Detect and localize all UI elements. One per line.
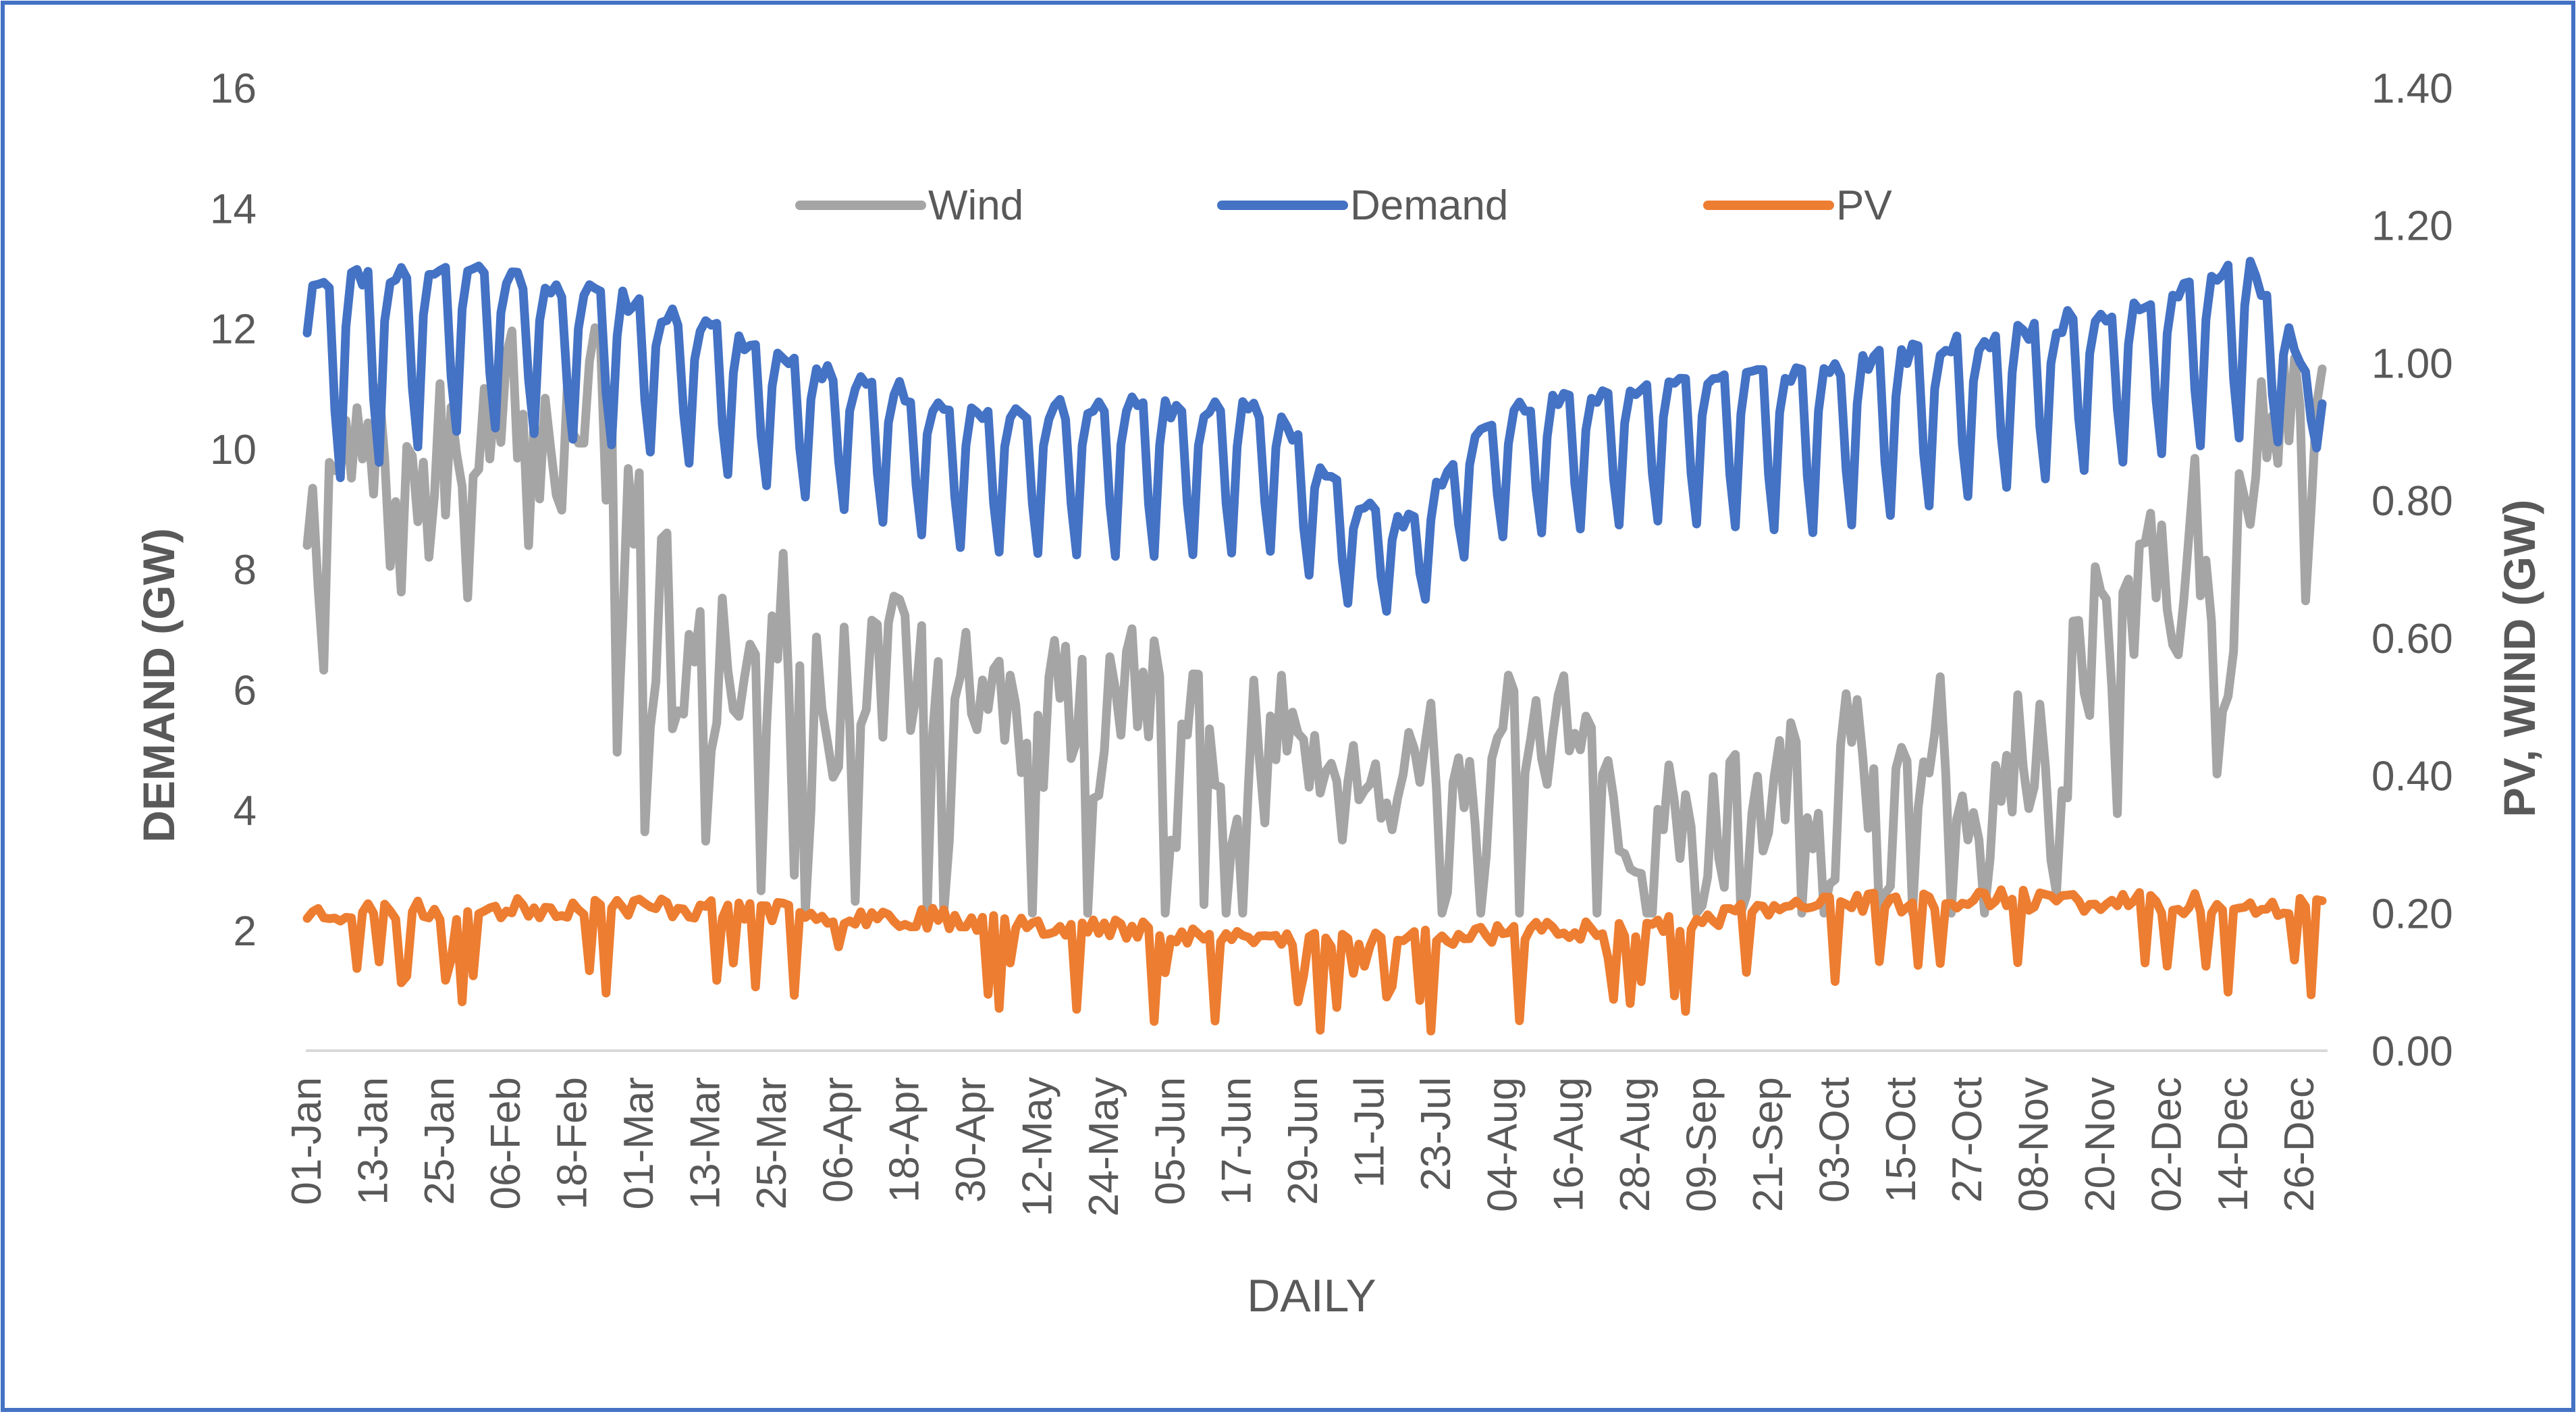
y-tick-label-left: 4 [234, 788, 257, 835]
y-tick-label-left: 6 [234, 667, 257, 714]
x-tick-label: 28-Aug [1612, 1077, 1659, 1212]
y-tick-label-right: 0.20 [2371, 891, 2453, 937]
legend-label-pv: PV [1836, 182, 1892, 229]
x-tick-label: 08-Nov [2011, 1077, 2058, 1212]
y-tick-label-right: 1.20 [2371, 203, 2453, 250]
y-axis-title-left: DEMAND (GW) [134, 528, 184, 843]
y-tick-label-right: 0.80 [2371, 478, 2453, 525]
y-tick-label-left: 2 [234, 908, 257, 955]
x-tick-label: 06-Feb [483, 1077, 529, 1209]
legend-label-demand: Demand [1350, 182, 1508, 229]
x-tick-label: 18-Feb [549, 1077, 596, 1209]
y-tick-label-right: 0.00 [2371, 1028, 2453, 1075]
y-tick-label-left: 8 [234, 547, 257, 594]
x-tick-label: 13-Jan [350, 1077, 396, 1205]
x-tick-label: 12-May [1014, 1077, 1061, 1217]
x-tick-label: 25-Jan [417, 1077, 463, 1205]
x-tick-label: 30-Apr [948, 1077, 994, 1203]
x-tick-label: 16-Aug [1546, 1077, 1592, 1212]
x-tick-label: 18-Apr [882, 1077, 928, 1203]
y-tick-label-right: 0.40 [2371, 754, 2453, 800]
legend-label-wind: Wind [928, 182, 1023, 229]
y-tick-label-left: 16 [210, 65, 257, 112]
y-tick-label-left: 12 [210, 307, 257, 353]
x-tick-label: 01-Jan [284, 1077, 330, 1205]
x-tick-label: 05-Jun [1147, 1077, 1193, 1205]
x-tick-label: 17-Jun [1214, 1077, 1260, 1205]
x-tick-label: 27-Oct [1944, 1077, 1991, 1203]
series-line-demand [302, 257, 2327, 616]
y-tick-label-left: 10 [210, 427, 257, 473]
x-tick-label: 09-Sep [1679, 1077, 1725, 1212]
y-tick-label-left: 14 [210, 186, 257, 232]
legend: Wind Demand PV [795, 182, 1892, 229]
x-tick-label: 14-Dec [2210, 1077, 2257, 1212]
x-tick-label: 04-Aug [1479, 1077, 1526, 1212]
x-axis-ticks: 01-Jan 13-Jan 25-Jan 06-Feb 18-Feb 01-Mar 13-M… [284, 1077, 2323, 1217]
x-tick-label: 06-Apr [815, 1077, 861, 1203]
right-axis-ticks: 0.00 0.20 0.40 0.60 0.80 1.00 1.20 1.40 [2371, 65, 2453, 1075]
x-tick-label: 26-Dec [2276, 1077, 2323, 1212]
y-axis-title-right: PV, WIND (GW) [2494, 500, 2544, 818]
x-tick-label: 03-Oct [1811, 1077, 1858, 1203]
y-tick-label-right: 1.40 [2371, 65, 2453, 112]
x-axis-title: DAILY [1247, 1270, 1376, 1321]
x-tick-label: 29-Jun [1280, 1077, 1326, 1205]
x-tick-label: 20-Nov [2077, 1077, 2124, 1212]
y-tick-label-right: 1.00 [2371, 340, 2453, 387]
x-tick-label: 02-Dec [2143, 1077, 2190, 1212]
x-tick-label: 13-Mar [682, 1077, 728, 1209]
series-layer [302, 257, 2327, 1036]
x-tick-label: 11-Jul [1347, 1077, 1393, 1188]
x-tick-label: 24-May [1081, 1077, 1127, 1217]
y-tick-label-right: 0.60 [2371, 616, 2453, 662]
x-tick-label: 15-Oct [1878, 1077, 1925, 1203]
series-line-pv [302, 885, 2327, 1036]
left-axis-ticks: 2 4 6 8 10 12 14 16 [210, 65, 257, 955]
x-tick-label: 23-Jul [1413, 1077, 1459, 1191]
x-tick-label: 21-Sep [1745, 1077, 1792, 1212]
x-tick-label: 01-Mar [616, 1077, 662, 1209]
x-tick-label: 25-Mar [749, 1077, 795, 1209]
